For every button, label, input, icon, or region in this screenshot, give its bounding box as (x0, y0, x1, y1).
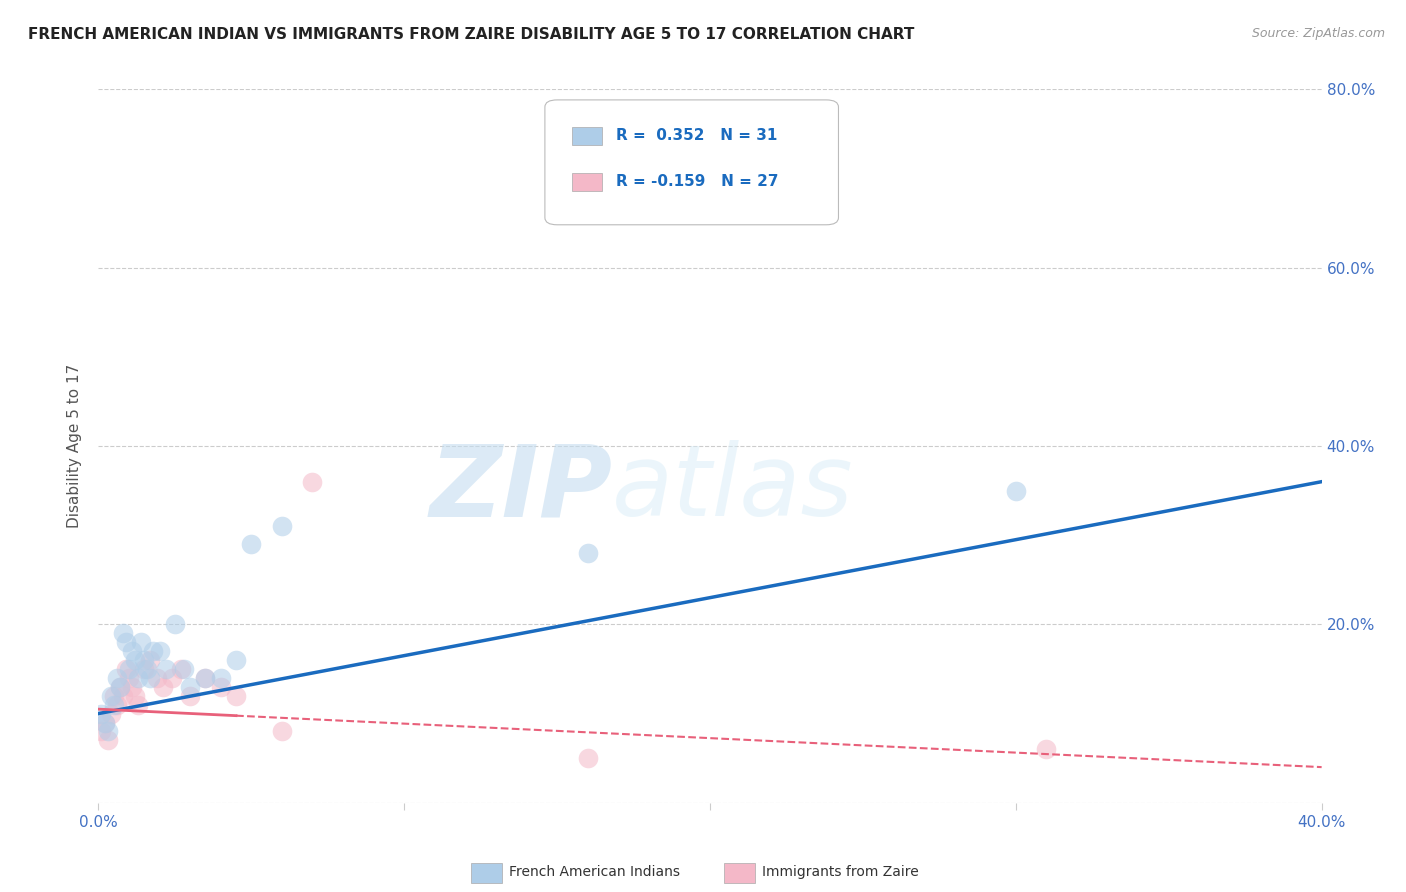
Point (97, 733, 120, 747)
Point (225, 653, 247, 667)
Point (225, 689, 247, 703)
Point (145, 671, 167, 685)
Text: ZIP: ZIP (429, 441, 612, 537)
Point (134, 662, 156, 676)
Point (209, 680, 232, 694)
Point (194, 671, 217, 685)
Point (124, 689, 146, 703)
Bar (572, 173, 602, 191)
Point (124, 653, 146, 667)
Point (270, 724, 292, 739)
Point (105, 671, 128, 685)
Point (127, 671, 149, 685)
Point (699, 198, 721, 212)
Point (209, 671, 232, 685)
Point (240, 537, 263, 551)
Point (105, 698, 128, 712)
Point (136, 662, 159, 676)
Point (129, 635, 152, 649)
Text: Source: ZipAtlas.com: Source: ZipAtlas.com (1251, 27, 1385, 40)
Text: Immigrants from Zaire: Immigrants from Zaire (762, 865, 918, 880)
Point (139, 671, 162, 685)
Text: French American Indians: French American Indians (509, 865, 681, 880)
Point (179, 680, 201, 694)
Point (576, 751, 599, 765)
Point (139, 653, 162, 667)
Point (115, 662, 138, 676)
Point (111, 626, 134, 640)
Point (115, 635, 138, 649)
Point (163, 617, 186, 632)
Point (155, 662, 177, 676)
FancyBboxPatch shape (546, 100, 838, 225)
Point (142, 644, 165, 658)
Point (118, 671, 141, 685)
Point (121, 680, 143, 694)
Point (1035, 742, 1057, 756)
Point (270, 519, 292, 533)
Point (149, 644, 172, 658)
Point (100, 689, 122, 703)
Text: R =  0.352   N = 31: R = 0.352 N = 31 (616, 128, 778, 143)
Point (108, 680, 131, 694)
Point (152, 680, 174, 694)
Point (134, 653, 156, 667)
Point (160, 671, 183, 685)
Point (127, 698, 149, 712)
Point (97, 724, 120, 739)
Point (111, 689, 134, 703)
Point (118, 662, 141, 676)
Y-axis label: Disability Age 5 to 17: Disability Age 5 to 17 (67, 364, 83, 528)
Point (100, 706, 122, 721)
Point (90, 706, 112, 721)
Point (576, 546, 599, 560)
Point (1004, 483, 1026, 498)
Text: R = -0.159   N = 27: R = -0.159 N = 27 (616, 175, 779, 189)
Point (90, 724, 112, 739)
Bar (572, 127, 602, 145)
Point (93, 715, 115, 730)
Point (93, 715, 115, 730)
Point (179, 689, 201, 703)
Text: FRENCH AMERICAN INDIAN VS IMMIGRANTS FROM ZAIRE DISABILITY AGE 5 TO 17 CORRELATI: FRENCH AMERICAN INDIAN VS IMMIGRANTS FRO… (28, 27, 914, 42)
Point (121, 644, 143, 658)
Point (301, 475, 323, 489)
Text: atlas: atlas (612, 441, 853, 537)
Point (194, 671, 217, 685)
Point (108, 680, 131, 694)
Point (170, 662, 193, 676)
Point (103, 698, 125, 712)
Point (103, 689, 125, 703)
Point (173, 662, 195, 676)
